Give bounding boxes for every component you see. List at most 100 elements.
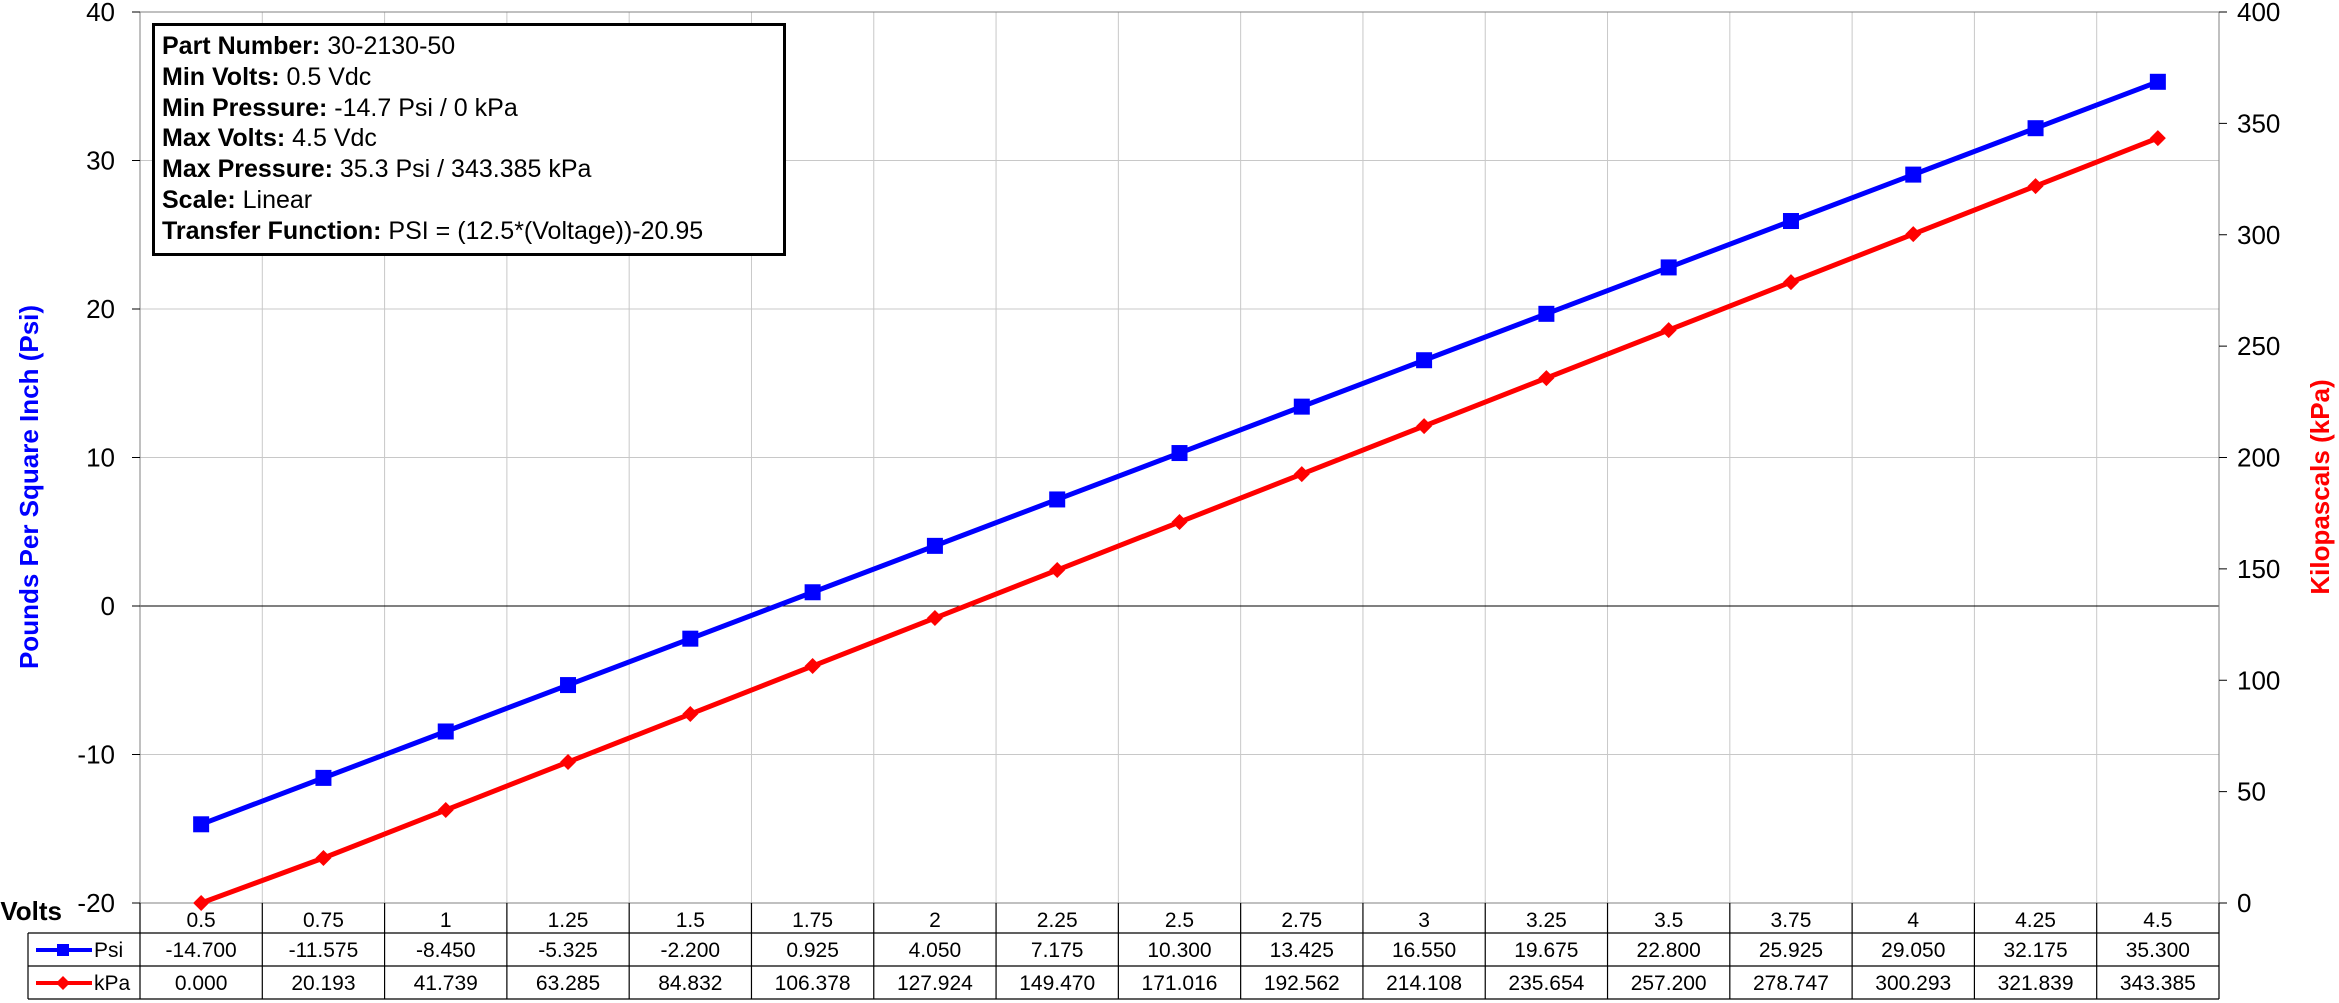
table-cell: -11.575: [289, 939, 359, 962]
x-axis-label: Volts: [0, 896, 62, 926]
table-cell: 63.285: [536, 972, 600, 995]
table-cell: 25.925: [1759, 939, 1823, 962]
table-cell: 214.108: [1386, 972, 1462, 995]
table-cell: 7.175: [1031, 939, 1084, 962]
table-cell: 278.747: [1753, 972, 1829, 995]
right-tick-label: 100: [2237, 665, 2280, 695]
info-value: 30-2130-50: [327, 32, 456, 60]
x-tick-label: 2.25: [1037, 909, 1078, 932]
table-cell: -5.325: [538, 939, 598, 962]
x-tick-label: 1.5: [676, 909, 705, 932]
x-tick-label: 0.5: [187, 909, 216, 932]
data-point-psi: [926, 537, 943, 554]
table-cell: 32.175: [2003, 939, 2067, 962]
right-tick-label: 150: [2237, 554, 2280, 584]
table-cell: 84.832: [658, 972, 722, 995]
legend-label: kPa: [94, 972, 131, 995]
info-label: Max Pressure:: [162, 155, 333, 184]
table-cell: 22.800: [1637, 939, 1701, 962]
info-label: Scale:: [162, 185, 236, 214]
info-line-max-pressure: Max Pressure: 35.3 Psi / 343.385 kPa: [162, 154, 783, 185]
right-tick-label: 350: [2237, 108, 2280, 138]
x-tick-label: 3: [1418, 909, 1430, 932]
left-tick-label: -20: [77, 888, 115, 918]
data-point-kpa: [315, 850, 332, 867]
data-point-psi: [1293, 398, 1310, 415]
info-value: PSI = (12.5*(Voltage))-20.95: [388, 216, 704, 245]
left-axis-ticks: -20 -10 0 10 20 30 40: [77, 0, 140, 918]
table-cell: 16.550: [1392, 939, 1456, 962]
data-point-kpa: [1538, 370, 1555, 387]
table-cell: 300.293: [1875, 972, 1951, 995]
info-label: Max Volts:: [162, 124, 286, 153]
table-cell: 13.425: [1270, 939, 1334, 962]
table-cell: 192.562: [1264, 972, 1340, 995]
left-tick-label: 30: [86, 146, 115, 176]
info-value: 0.5 Vdc: [286, 62, 372, 91]
right-axis-ticks: 0 50 100 150 200 250 300 350 400: [2219, 0, 2280, 918]
x-tick-label: 1: [440, 909, 452, 932]
part-info-box: Part Number: 30-2130-50 Min Volts: 0.5 V…: [152, 23, 786, 256]
data-point-kpa: [1049, 562, 1066, 579]
table-cell: 0.925: [786, 939, 839, 962]
legend-marker: [57, 944, 69, 956]
x-tick-label: 2.5: [1165, 909, 1194, 932]
info-line-scale: Scale: Linear: [162, 185, 783, 216]
data-point-kpa: [2027, 178, 2044, 195]
x-tick-label: 3.5: [1654, 909, 1683, 932]
table-cell: 343.385: [2120, 972, 2196, 995]
info-line-part-number: Part Number: 30-2130-50: [162, 31, 783, 62]
data-point-kpa: [1660, 322, 1677, 339]
data-point-kpa: [1416, 418, 1433, 435]
data-point-psi: [682, 630, 699, 647]
data-point-kpa: [193, 895, 210, 911]
x-tick-label: 2: [929, 909, 941, 932]
data-point-psi: [1782, 213, 1799, 230]
table-cell: -14.700: [166, 939, 237, 962]
info-line-min-volts: Min Volts: 0.5 Vdc: [162, 62, 783, 93]
data-point-kpa: [1171, 514, 1188, 531]
table-cell: -8.450: [416, 939, 476, 962]
data-point-psi: [1049, 491, 1066, 508]
left-tick-label: 40: [86, 0, 115, 27]
data-point-kpa: [560, 754, 577, 771]
table-cell: 19.675: [1514, 939, 1578, 962]
legend-label: Psi: [94, 939, 123, 962]
info-label: Min Volts:: [162, 62, 280, 91]
table-cell: 171.016: [1142, 972, 1218, 995]
data-point-psi: [560, 677, 577, 694]
data-point-kpa: [682, 706, 699, 723]
left-tick-label: -10: [77, 740, 115, 770]
data-point-kpa: [804, 658, 821, 675]
info-value: -14.7 Psi / 0 kPa: [334, 93, 518, 122]
data-point-psi: [437, 723, 454, 740]
x-tick-label: 4.5: [2143, 909, 2172, 932]
info-line-transfer-function: Transfer Function: PSI = (12.5*(Voltage)…: [162, 216, 783, 247]
table-cell: 35.300: [2126, 939, 2190, 962]
right-tick-label: 400: [2237, 0, 2280, 27]
info-label: Min Pressure:: [162, 93, 328, 122]
table-cell: 235.654: [1508, 972, 1584, 995]
left-tick-label: 10: [86, 443, 115, 473]
x-tick-label: 3.75: [1771, 909, 1812, 932]
data-point-psi: [315, 769, 332, 786]
right-axis-label: Kilopascals (kPa): [2305, 379, 2335, 594]
right-tick-label: 0: [2237, 888, 2251, 918]
info-line-max-volts: Max Volts: 4.5 Vdc: [162, 123, 783, 154]
data-point-kpa: [2149, 130, 2166, 147]
info-value: 4.5 Vdc: [292, 124, 377, 153]
data-point-psi: [1538, 305, 1555, 322]
right-tick-label: 300: [2237, 220, 2280, 250]
x-tick-label: 2.75: [1281, 909, 1322, 932]
data-point-psi: [1171, 445, 1188, 462]
table-cell: 127.924: [897, 972, 973, 995]
info-label: Part Number:: [162, 32, 321, 60]
info-value: 35.3 Psi / 343.385 kPa: [339, 155, 592, 184]
info-line-min-pressure: Min Pressure: -14.7 Psi / 0 kPa: [162, 93, 783, 124]
table-cell: 4.050: [909, 939, 962, 962]
data-point-kpa: [1782, 274, 1799, 291]
table-cell: 0.000: [175, 972, 228, 995]
data-point-kpa: [437, 802, 454, 819]
table-cell: 41.739: [414, 972, 478, 995]
data-point-psi: [193, 816, 210, 833]
